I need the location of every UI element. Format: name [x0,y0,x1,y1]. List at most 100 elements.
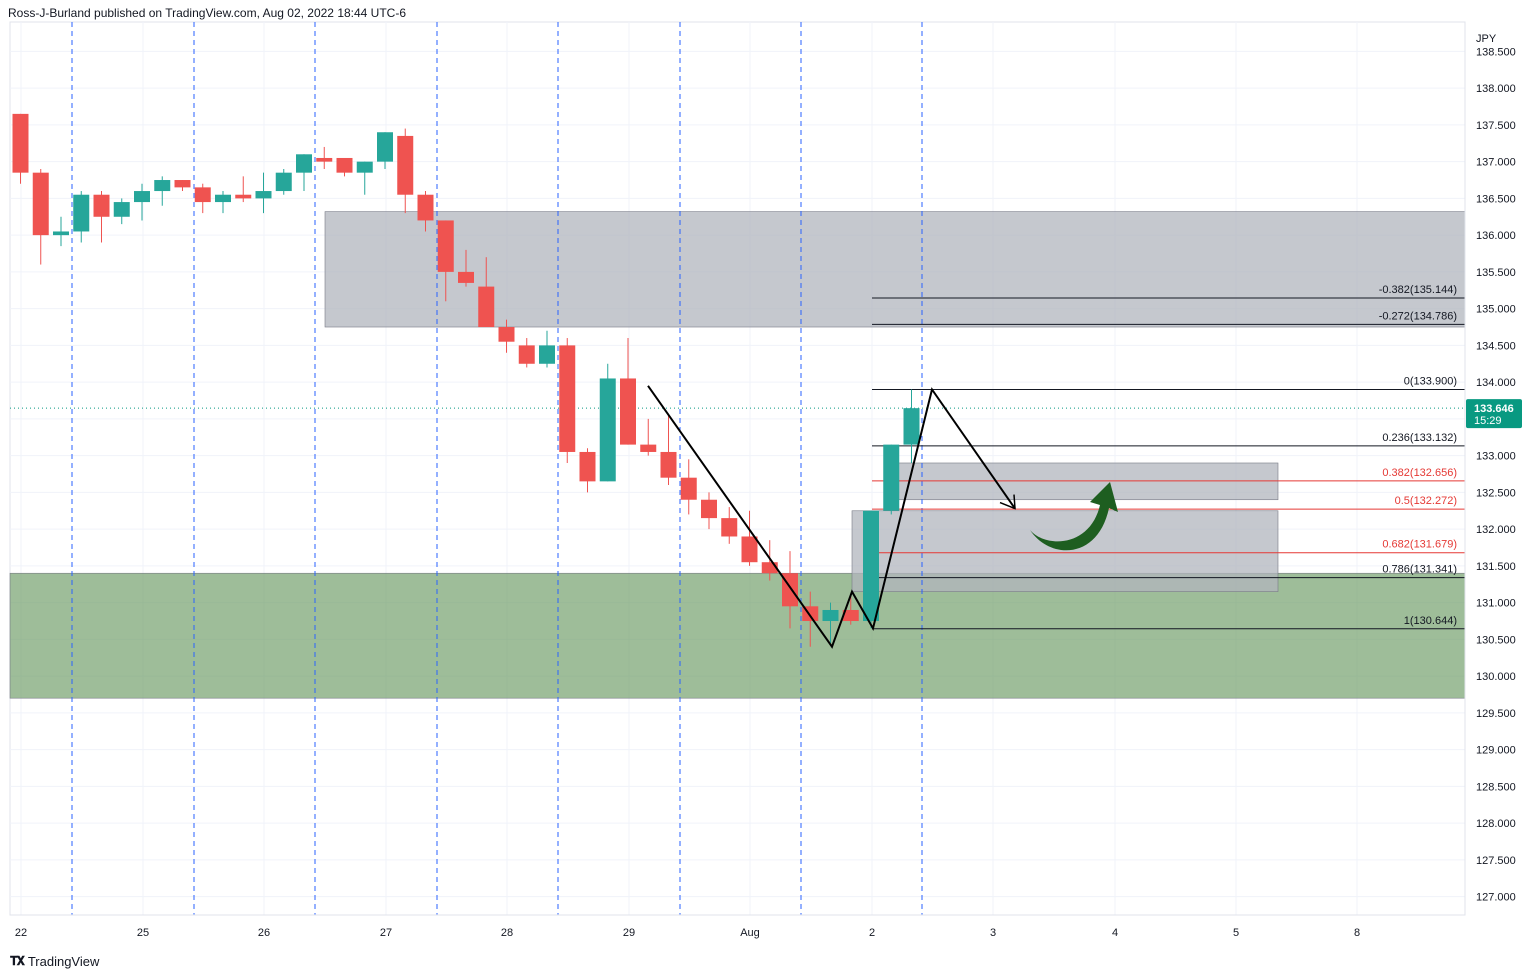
candle-body [559,345,576,452]
projection-arrow [647,385,1016,649]
y-tick-label: 130.500 [1476,634,1516,646]
fib-level-label: 0.5(132.272) [1395,495,1457,507]
y-tick-label: 132.000 [1476,524,1516,536]
footer-branding[interactable]: 𝐓𝐗 TradingView [10,954,99,969]
tradingview-logo-icon: 𝐓𝐗 [10,954,25,968]
candle-body [356,161,373,173]
projection-arrowhead [999,494,1016,510]
candle-body [579,451,596,482]
fib-level-label: 0.382(132.656) [1382,467,1457,479]
candle-body [73,194,90,232]
y-tick-label: 131.000 [1476,598,1516,610]
x-tick-label: 29 [623,927,635,939]
candle-body [599,378,616,482]
candle-body [32,172,49,236]
candle-body [12,113,29,173]
candle-body [154,180,171,192]
candle-body [883,444,900,511]
candle-body [336,157,353,173]
candle-body [296,154,312,173]
y-tick-label: 129.500 [1476,708,1516,720]
x-tick-label: 25 [137,927,149,939]
candle-body [761,562,778,574]
support-zone [9,572,1466,699]
y-tick-label: 128.000 [1476,818,1516,830]
fib-level-label: -0.382(135.144) [1379,284,1457,296]
y-tick-label: 134.000 [1476,377,1516,389]
fib-level-label: 0.682(131.679) [1382,539,1457,551]
candle-body [903,408,920,445]
candle-body [134,191,150,203]
candle-body [174,180,191,188]
candle-body [518,345,535,364]
y-tick-label: 135.000 [1476,304,1516,316]
y-tick-label: 127.500 [1476,855,1516,867]
fib-level-label: 0(133.900) [1404,375,1457,387]
candle-body [701,499,717,519]
y-tick-label: 132.500 [1476,487,1516,499]
y-tick-label: 128.500 [1476,781,1516,793]
y-tick-label: 130.000 [1476,671,1516,683]
candle-body [640,444,657,452]
y-tick-label: 138.500 [1476,46,1516,58]
y-tick-label: 136.000 [1476,230,1516,242]
candle-body [842,609,859,622]
candle-body [680,477,697,500]
candle-body [822,609,839,622]
fib-level-label: 1(130.644) [1404,615,1457,627]
x-tick-label: 22 [15,927,27,939]
x-tick-label: 4 [1112,927,1118,939]
fib-level-label: -0.272(134.786) [1379,310,1457,322]
candle-body [437,220,454,272]
x-tick-label: 2 [869,927,875,939]
candle-body [478,286,495,328]
y-tick-label: 135.500 [1476,267,1516,279]
y-tick-label: 133.000 [1476,451,1516,463]
candle-body [417,194,434,221]
y-tick-label: 138.000 [1476,83,1516,95]
y-tick-label: 127.000 [1476,892,1516,904]
y-tick-label: 137.000 [1476,157,1516,169]
candle-body [316,157,333,162]
candle-body [377,132,393,162]
candle-countdown: 15:29 [1474,415,1502,427]
candle-body [235,194,252,199]
candle-body [458,271,474,283]
candle-body [539,345,555,364]
candle-body [93,194,110,217]
brand-name: TradingView [27,954,100,969]
candle-body [255,191,272,199]
candle-body [498,327,515,342]
candle-body [275,172,292,192]
last-price-value: 133.646 [1474,403,1514,415]
y-tick-label: 134.500 [1476,340,1516,352]
y-tick-label: 136.500 [1476,193,1516,205]
currency-label: JPY [1476,33,1497,45]
candle-body [113,202,130,217]
x-tick-label: Aug [740,927,760,939]
candle-body [863,510,879,622]
candle-body [660,451,677,478]
x-tick-label: 27 [380,927,392,939]
x-tick-label: 26 [258,927,270,939]
green-curved-up-arrow-icon [1030,482,1118,551]
candle-body [721,518,738,537]
x-tick-label: 3 [990,927,996,939]
candle-body [194,187,211,203]
resistance-zone [324,211,1466,328]
candle-body [741,536,758,563]
x-tick-label: 8 [1354,927,1360,939]
candle-body [215,194,231,203]
fib-level-label: 0.236(133.132) [1382,432,1457,444]
x-tick-label: 28 [501,927,513,939]
publisher-caption: Ross-J-Burland published on TradingView.… [8,6,407,20]
candle-body [53,231,69,236]
y-tick-label: 131.500 [1476,561,1516,573]
price-tag-bg [1466,399,1522,429]
fib-level-label: 0.786(131.341) [1382,564,1457,576]
y-tick-label: 137.500 [1476,120,1516,132]
candle-body [397,135,414,195]
candle-body [620,378,636,445]
